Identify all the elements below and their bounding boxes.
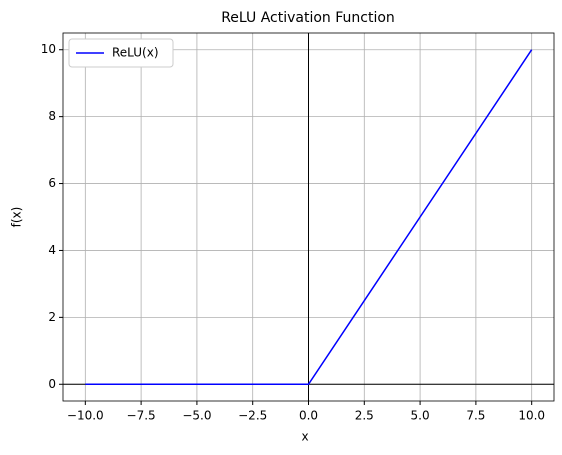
x-tick-label: −5.0 bbox=[182, 409, 211, 423]
y-tick-label: 4 bbox=[48, 243, 56, 257]
line bbox=[85, 49, 533, 386]
y-tick-label: 0 bbox=[48, 377, 56, 391]
x-tick-label: 5.0 bbox=[411, 409, 430, 423]
plot-frame bbox=[62, 32, 555, 402]
x-tick-label: −7.5 bbox=[127, 409, 156, 423]
y-axis-label: f(x) bbox=[10, 207, 24, 228]
y-tick-label: 6 bbox=[48, 176, 56, 190]
chart-title: ReLU Activation Function bbox=[221, 10, 395, 26]
x-tick-label: 10.0 bbox=[518, 409, 545, 423]
x-axis-label: x bbox=[301, 430, 308, 444]
y-tick-label: 2 bbox=[48, 310, 56, 324]
x-tick-label: 2.5 bbox=[355, 409, 374, 423]
legend-box bbox=[68, 38, 174, 68]
x-tick-label: −10.0 bbox=[67, 409, 104, 423]
x-tick-label: −2.5 bbox=[238, 409, 267, 423]
x-tick-label: 7.5 bbox=[466, 409, 485, 423]
y-tick-label: 8 bbox=[48, 109, 56, 123]
y-tick-label: 10 bbox=[41, 42, 56, 56]
legend-label: ReLU(x) bbox=[112, 46, 159, 60]
x-tick-label: 0.0 bbox=[299, 409, 318, 423]
